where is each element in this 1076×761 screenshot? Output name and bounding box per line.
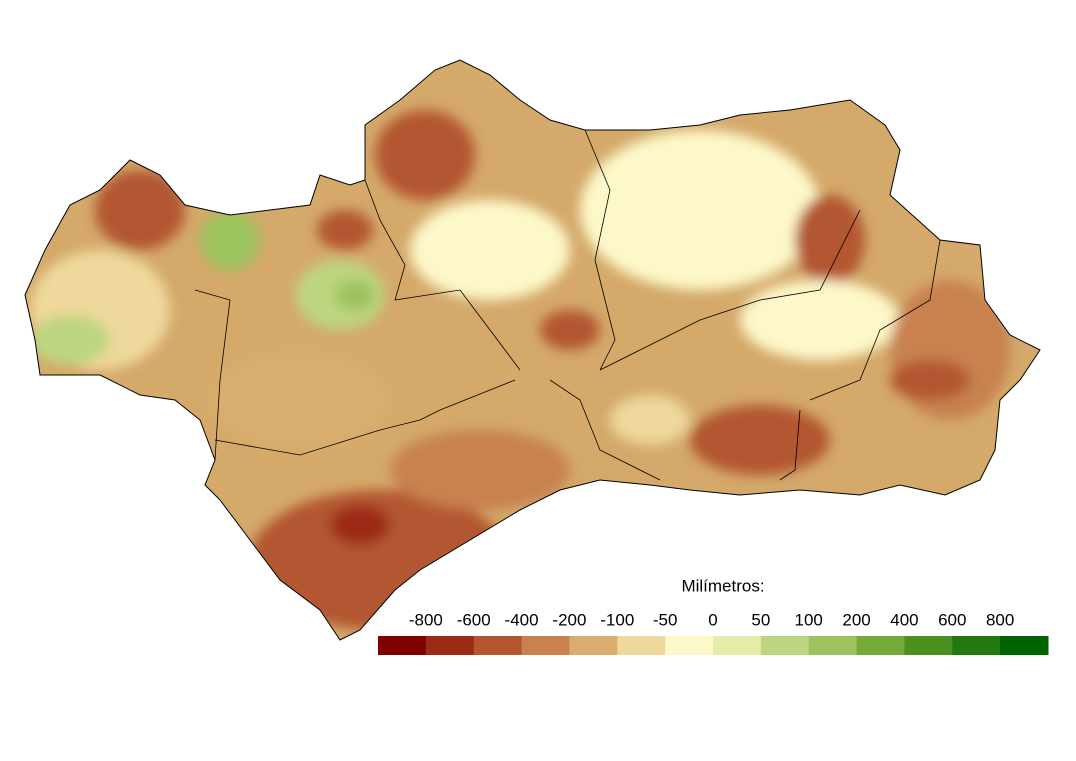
legend-label: -600 — [457, 610, 491, 629]
legend-swatch — [665, 636, 714, 655]
legend-swatch — [473, 636, 523, 655]
legend-label: 400 — [890, 610, 918, 629]
legend-label: 100 — [795, 610, 823, 629]
legend-label: -200 — [552, 610, 586, 629]
legend-title: Milímetros: — [681, 576, 764, 595]
legend-swatch — [378, 636, 427, 655]
legend-label: -800 — [409, 610, 443, 629]
legend-label: 800 — [986, 610, 1014, 629]
legend-swatch — [904, 636, 953, 655]
legend-swatch — [713, 636, 762, 655]
province-borders — [194, 129, 941, 481]
legend: -800 -600 -400 -200 -100 -50 0 50 100 200 400 600 80… — [378, 610, 1049, 655]
legend-label: -50 — [653, 610, 678, 629]
legend-swatch — [760, 636, 810, 655]
legend-swatch — [521, 636, 570, 655]
legend-swatch — [1000, 636, 1049, 655]
legend-swatch — [425, 636, 475, 655]
legend-label: -400 — [505, 610, 539, 629]
legend-label: 600 — [938, 610, 966, 629]
legend-label: 50 — [751, 610, 770, 629]
legend-swatch — [808, 636, 858, 655]
legend-label: -100 — [600, 610, 634, 629]
legend-swatch — [569, 636, 618, 655]
legend-label: 200 — [842, 610, 870, 629]
legend-swatch — [952, 636, 1001, 655]
legend-label: 0 — [708, 610, 717, 629]
legend-swatch — [856, 636, 905, 655]
legend-swatch — [617, 636, 666, 655]
